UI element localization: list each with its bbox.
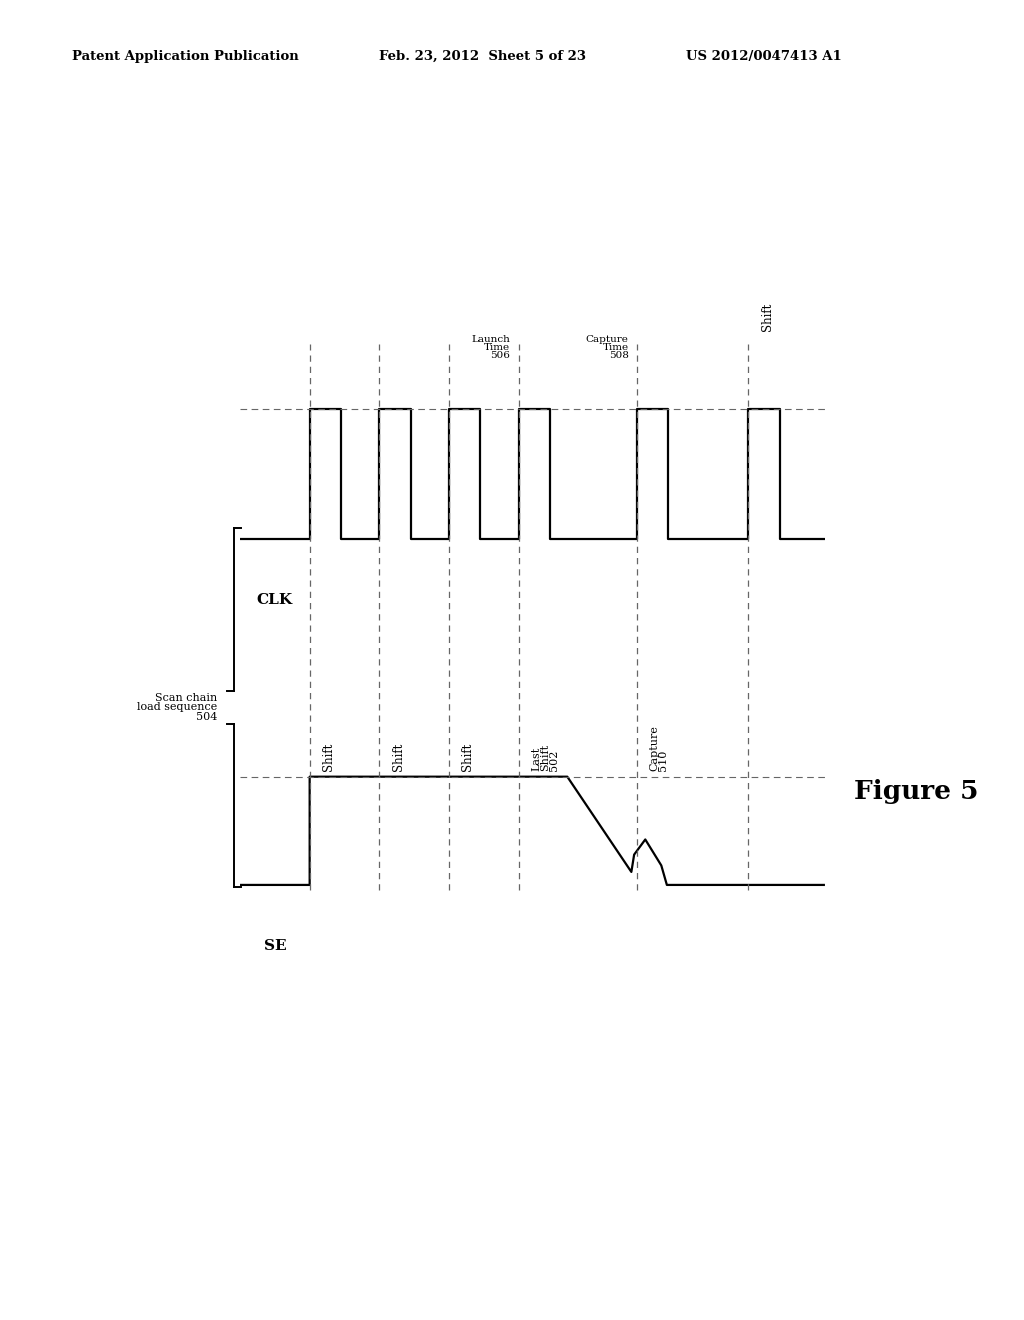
Text: Shift: Shift bbox=[462, 743, 474, 771]
Text: Shift: Shift bbox=[761, 302, 774, 331]
Text: Scan chain
load sequence
504: Scan chain load sequence 504 bbox=[137, 693, 217, 722]
Text: Launch
Time
506: Launch Time 506 bbox=[471, 335, 510, 360]
Text: SE: SE bbox=[263, 939, 286, 953]
Text: Feb. 23, 2012  Sheet 5 of 23: Feb. 23, 2012 Sheet 5 of 23 bbox=[379, 50, 586, 63]
Text: US 2012/0047413 A1: US 2012/0047413 A1 bbox=[686, 50, 842, 63]
Text: Patent Application Publication: Patent Application Publication bbox=[72, 50, 298, 63]
Text: CLK: CLK bbox=[257, 593, 293, 607]
Text: Capture
510: Capture 510 bbox=[649, 726, 669, 771]
Text: Last
Shift
502: Last Shift 502 bbox=[531, 744, 559, 771]
Text: Shift: Shift bbox=[323, 743, 335, 771]
Text: Figure 5: Figure 5 bbox=[854, 780, 979, 804]
Text: Shift: Shift bbox=[392, 743, 404, 771]
Text: Capture
Time
508: Capture Time 508 bbox=[586, 335, 629, 360]
